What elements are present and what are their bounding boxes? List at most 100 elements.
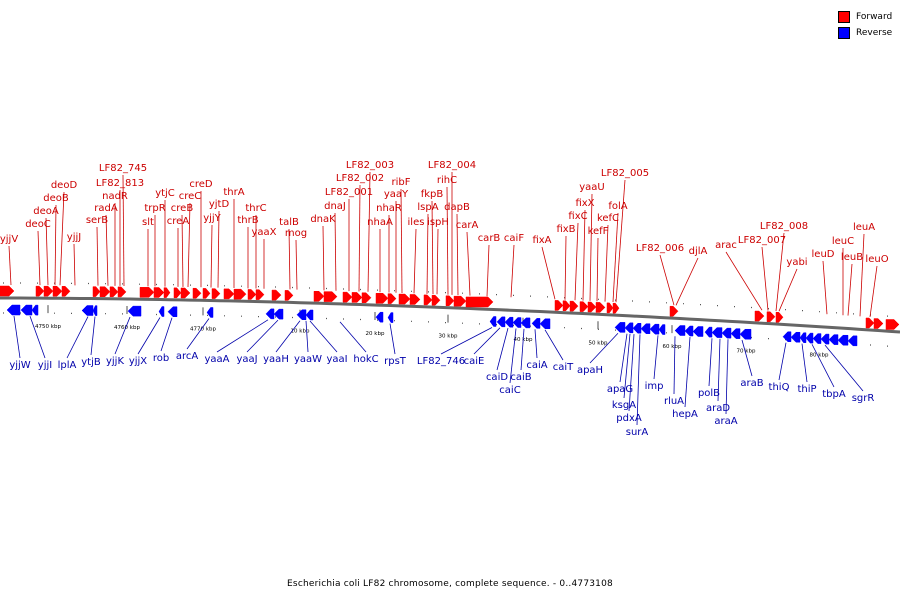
reverse-gene-label: LF82_746 — [417, 356, 465, 367]
forward-gene-arrow — [313, 291, 325, 302]
reverse-gene-label: caiC — [499, 385, 520, 396]
forward-gene-label: LF82_003 — [346, 160, 394, 171]
tick-label: 10 kbp — [291, 329, 310, 335]
forward-gene-arrow — [153, 287, 165, 298]
forward-gene-label: djlA — [689, 246, 708, 257]
reverse-leader-line — [389, 323, 396, 355]
reverse-leader-line — [636, 334, 641, 426]
forward-leader-line — [45, 217, 49, 286]
forward-gene-arrow — [423, 294, 433, 306]
reverse-gene-arrow — [674, 325, 686, 336]
forward-gene-label: radA — [94, 203, 118, 214]
reverse-leader-line — [186, 318, 210, 350]
forward-leader-line — [466, 231, 471, 296]
forward-gene-arrow — [163, 287, 171, 298]
reverse-leader-line — [309, 320, 338, 353]
reverse-gene-label: pdxA — [616, 413, 642, 424]
reverse-gene-label: rluA — [664, 396, 684, 407]
reverse-gene-label: hokC — [353, 354, 378, 365]
forward-gene-label: nhaA — [367, 217, 393, 228]
forward-gene-label: yjjY — [203, 213, 221, 224]
reverse-leader-line — [13, 315, 21, 359]
forward-gene-arrow — [0, 285, 15, 297]
forward-gene-arrow — [865, 317, 875, 329]
reverse-gene-arrow — [273, 308, 284, 320]
forward-gene-arrow — [453, 295, 467, 307]
forward-gene-arrow — [247, 289, 257, 300]
forward-gene-label: iles — [408, 217, 425, 228]
reverse-gene-arrow — [489, 316, 497, 327]
forward-leader-line — [367, 171, 371, 292]
legend-reverse-label: Reverse — [856, 28, 893, 38]
reverse-gene-arrow — [265, 308, 275, 320]
forward-leader-line — [96, 226, 99, 286]
forward-gene-label: fixX — [575, 198, 594, 209]
forward-leader-line — [436, 228, 439, 295]
forward-gene-label: folA — [608, 201, 627, 212]
forward-leader-line — [869, 265, 878, 318]
forward-gene-arrow — [606, 302, 614, 314]
forward-gene-arrow — [409, 294, 421, 305]
forward-gene-label: thrC — [245, 203, 266, 214]
forward-leader-line — [122, 174, 125, 286]
reverse-leader-line — [717, 338, 721, 402]
forward-gene-label: leuB — [841, 252, 863, 263]
forward-gene-arrow — [92, 286, 101, 297]
reverse-gene-arrow — [624, 322, 634, 334]
reverse-gene-arrow — [820, 333, 830, 345]
forward-gene-label: LF82_002 — [336, 173, 384, 184]
forward-gene-label: creC — [179, 191, 202, 202]
forward-gene-arrow — [569, 300, 579, 312]
forward-gene-arrow — [61, 286, 71, 297]
reverse-leader-line — [216, 319, 269, 353]
forward-leader-line — [615, 179, 626, 303]
forward-gene-arrow — [139, 287, 155, 298]
reverse-gene-arrow — [520, 317, 531, 329]
reverse-gene-label: arcA — [176, 351, 199, 362]
reverse-gene-label: thiQ — [769, 382, 790, 393]
reverse-leader-line — [741, 339, 753, 377]
forward-gene-arrow — [398, 293, 411, 305]
reverse-leader-line — [66, 316, 89, 359]
reverse-leader-line — [623, 333, 631, 399]
reverse-gene-label: tbpA — [822, 389, 846, 400]
reverse-gene-label: yjjX — [129, 356, 147, 367]
reverse-gene-label: imp — [645, 381, 664, 392]
forward-leader-line — [778, 268, 798, 312]
reverse-leader-line — [509, 328, 517, 384]
reverse-gene-arrow — [504, 316, 514, 328]
reverse-gene-arrow — [721, 327, 732, 339]
reverse-leader-line — [619, 333, 628, 383]
reverse-leader-line — [708, 338, 713, 387]
forward-gene-label: serB — [86, 215, 108, 226]
forward-leader-line — [775, 232, 785, 312]
forward-leader-line — [334, 212, 337, 291]
forward-leader-line — [761, 246, 769, 311]
reverse-gene-arrow — [632, 323, 642, 334]
forward-gene-arrow — [361, 292, 372, 303]
forward-gene-arrow — [766, 311, 776, 322]
forward-gene-arrow — [173, 287, 182, 299]
reverse-leader-line — [114, 316, 131, 355]
reverse-gene-label: lplA — [58, 360, 77, 371]
forward-gene-label: nadR — [102, 191, 128, 202]
forward-gene-label: LF82_005 — [601, 168, 649, 179]
forward-leader-line — [358, 184, 361, 292]
forward-gene-label: slt — [142, 217, 154, 228]
reverse-gene-label: araD — [706, 403, 730, 414]
reverse-gene-label: hepA — [672, 409, 698, 420]
forward-leader-line — [659, 254, 675, 306]
forward-gene-arrow — [375, 293, 389, 304]
reverse-gene-arrow — [375, 311, 384, 323]
reverse-gene-label: araB — [740, 378, 763, 389]
forward-leader-line — [596, 237, 599, 302]
forward-leader-line — [413, 228, 417, 294]
forward-gene-label: arac — [715, 240, 737, 251]
forward-gene-label: deoA — [33, 206, 59, 217]
reverse-gene-arrow — [692, 326, 704, 337]
forward-gene-label: thrB — [237, 215, 258, 226]
forward-gene-label: carA — [456, 220, 479, 231]
tick-label: 4760 kbp — [114, 325, 140, 331]
forward-gene-arrow — [595, 302, 606, 313]
forward-gene-arrow — [579, 301, 589, 312]
